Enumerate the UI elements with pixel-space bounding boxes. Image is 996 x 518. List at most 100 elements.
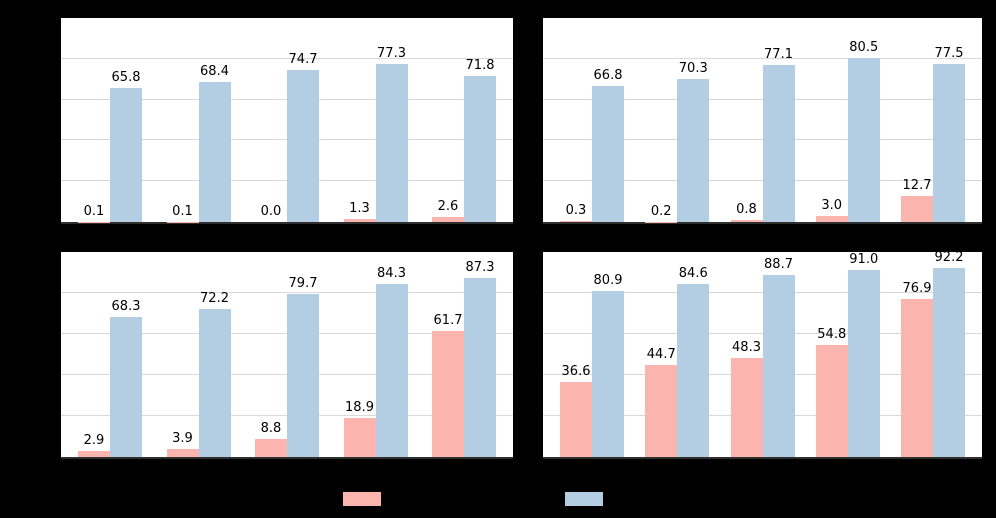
bar-group: 8.8 79.7	[255, 252, 319, 457]
bar-value-label: 3.0	[821, 197, 843, 213]
bar-group: 3.9 72.2	[166, 252, 231, 457]
bar-blue	[110, 317, 142, 457]
bar-value-label: 84.3	[377, 266, 406, 282]
bar-value-label: 71.8	[465, 57, 495, 73]
bar-value-label: 88.7	[764, 257, 793, 273]
bar-value-label: 0.0	[260, 204, 282, 219]
bar-value-label: 48.3	[732, 340, 761, 355]
bar-group: 61.7 87.3	[432, 252, 496, 457]
chart-panel-bottom-right: 36.6 80.9 44.7 84.6 48.3 88.7 54.8 91.0 76.9 92.2	[543, 250, 982, 459]
bar-pink	[815, 344, 848, 457]
bar-pink	[815, 215, 848, 222]
gridline	[61, 292, 513, 293]
bar-value-label: 77.1	[764, 46, 793, 62]
bar-value-label: 80.5	[849, 39, 879, 55]
gridline	[543, 57, 982, 59]
legend-swatch-pink	[343, 492, 381, 506]
bar-value-label: 0.1	[172, 203, 193, 219]
bar-blue	[933, 268, 965, 457]
bar-pink	[255, 438, 287, 457]
bar-blue	[464, 75, 496, 222]
bar-value-label: 68.3	[111, 299, 141, 314]
bar-group: 0.3 66.8	[560, 18, 624, 222]
bar-value-label: 74.7	[288, 51, 318, 67]
bar-blue	[592, 291, 624, 457]
bar-value-label: 76.9	[902, 281, 932, 297]
bar-value-label: 72.2	[200, 291, 229, 306]
bar-pink	[560, 381, 592, 457]
bar-value-label: 92.2	[934, 250, 964, 265]
bar-group: 3.0 80.5	[815, 18, 880, 222]
bar-value-label: 68.4	[200, 64, 229, 80]
bar-blue	[110, 87, 142, 222]
bar-value-label: 79.7	[288, 275, 318, 291]
bar-group: 0.8 77.1	[730, 18, 795, 222]
bar-area: 0.1 65.8 0.1 68.4 0.0 74.7 1.3 77.3 2.6 71.8	[61, 18, 513, 222]
bar-group: 54.8 91.0	[815, 252, 880, 457]
bar-pink	[730, 358, 763, 457]
bar-pink	[645, 365, 678, 457]
bar-blue	[375, 284, 408, 457]
bar-group: 76.9 92.2	[901, 250, 965, 457]
bar-group: 2.6 71.8	[432, 18, 496, 222]
bar-area: 2.9 68.3 3.9 72.2 8.8 79.7 18.9 84.3 61.7 87.3	[61, 252, 513, 457]
bar-pink	[901, 196, 933, 222]
bar-group: 0.1 68.4	[166, 18, 231, 222]
bar-blue	[677, 283, 710, 457]
bar-value-label: 61.7	[433, 312, 463, 328]
bar-value-label: 0.2	[650, 203, 672, 219]
bar-pink	[343, 418, 376, 457]
chart-panel-top-right: 0.3 66.8 0.2 70.3 0.8 77.1 3.0 80.5 12.7 77.5	[543, 18, 982, 224]
bar-value-label: 1.3	[349, 201, 370, 217]
bar-value-label: 12.7	[902, 178, 932, 194]
bar-value-label: 54.8	[817, 326, 847, 342]
bar-pink	[560, 221, 592, 222]
bar-value-label: 77.3	[377, 46, 406, 62]
bar-blue	[677, 78, 710, 222]
bar-blue	[198, 309, 231, 457]
bar-value-label: 2.9	[83, 433, 105, 449]
bar-value-label: 44.7	[646, 347, 676, 363]
bar-pink	[730, 220, 763, 222]
bar-blue	[464, 278, 496, 457]
bar-group: 0.0 74.7	[255, 18, 319, 222]
bar-group: 48.3 88.7	[730, 252, 795, 457]
bar-blue	[287, 69, 319, 222]
bar-pink	[166, 449, 199, 457]
bar-area: 36.6 80.9 44.7 84.6 48.3 88.7 54.8 91.0 76.9 92.2	[543, 250, 982, 457]
bar-value-label: 80.9	[593, 273, 623, 289]
bar-group: 1.3 77.3	[343, 18, 408, 222]
bar-value-label: 18.9	[345, 400, 374, 416]
bar-value-label: 0.3	[565, 203, 587, 219]
bar-value-label: 70.3	[678, 60, 708, 76]
bar-group: 36.6 80.9	[560, 252, 624, 457]
bar-blue	[592, 85, 624, 222]
bar-group: 0.1 65.8	[78, 18, 142, 222]
bar-value-label: 8.8	[260, 420, 282, 436]
bar-blue	[762, 64, 795, 222]
bar-group: 44.7 84.6	[645, 252, 710, 457]
bar-pink	[901, 299, 933, 457]
bar-value-label: 0.1	[83, 203, 105, 219]
chart-panel-bottom-left: 2.9 68.3 3.9 72.2 8.8 79.7 18.9 84.3 61.7 87.3	[61, 252, 513, 459]
bar-value-label: 84.6	[678, 265, 708, 281]
bar-pink	[343, 219, 376, 222]
bar-group: 2.9 68.3	[78, 252, 142, 457]
bar-value-label: 87.3	[465, 260, 495, 276]
bar-area: 0.3 66.8 0.2 70.3 0.8 77.1 3.0 80.5 12.7 77.5	[543, 18, 982, 222]
bar-pink	[78, 451, 110, 457]
bar-value-label: 2.6	[437, 198, 459, 214]
legend-swatch-blue	[565, 492, 603, 506]
bar-value-label: 77.5	[934, 45, 964, 61]
chart-panel-top-left: 0.1 65.8 0.1 68.4 0.0 74.7 1.3 77.3 2.6 71.8	[61, 18, 513, 224]
bar-value-label: 3.9	[172, 431, 193, 447]
bar-value-label: 0.8	[736, 202, 757, 218]
bar-group: 12.7 77.5	[901, 18, 965, 222]
bar-value-label: 91.0	[849, 252, 879, 268]
bar-pink	[432, 216, 464, 222]
bar-pink	[432, 330, 464, 457]
bar-blue	[198, 82, 231, 222]
gridline	[61, 57, 513, 59]
bar-value-label: 36.6	[561, 363, 591, 379]
